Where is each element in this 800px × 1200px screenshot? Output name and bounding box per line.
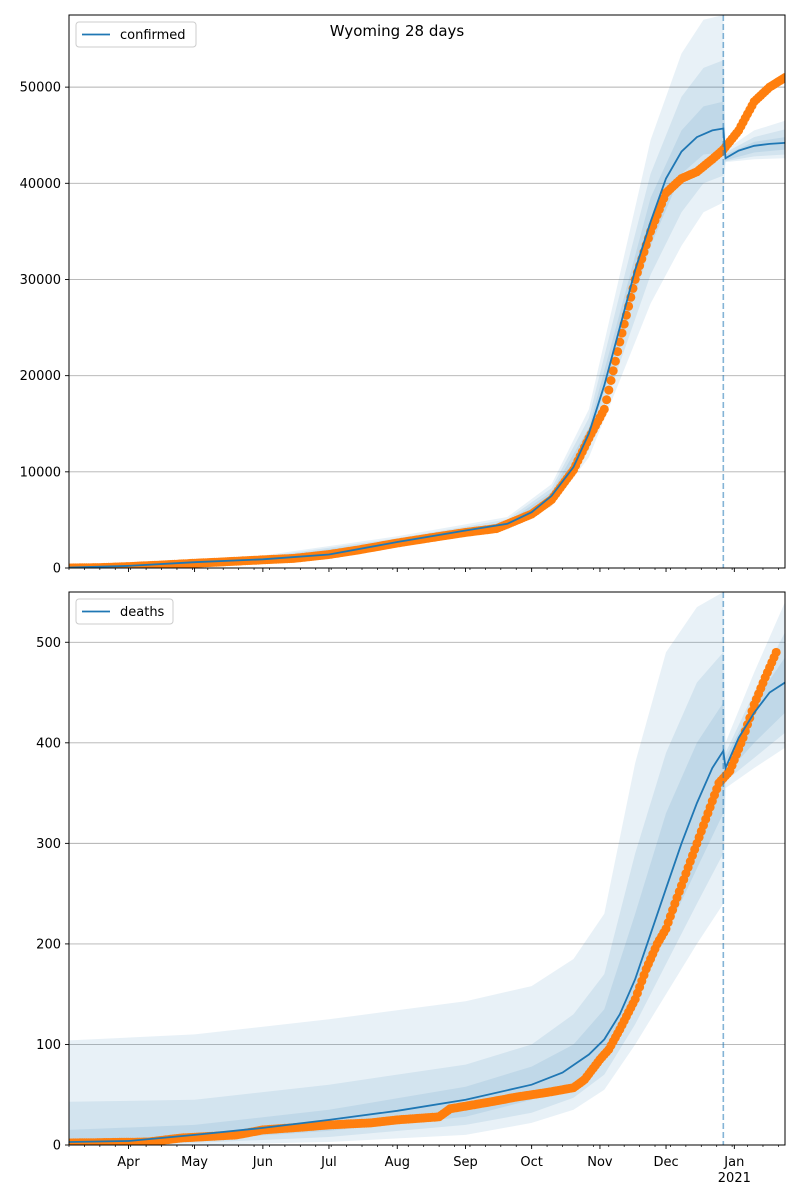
- observed-point: [615, 337, 625, 347]
- y-tick-label: 200: [36, 937, 61, 952]
- uncertainty-band-2: [69, 60, 785, 568]
- deaths-panel: 0 100 200 300 400 500 Apr May Jun Jul Aug Sep Oct Nov…: [36, 591, 786, 1186]
- observed-point: [771, 647, 781, 657]
- axes-frame: [68, 14, 786, 569]
- plot-area: [69, 15, 785, 568]
- x-tick-label: Nov: [587, 1155, 613, 1170]
- observed-point: [780, 73, 785, 83]
- y-tick-label: 400: [36, 736, 61, 751]
- x-tick-label: Oct: [520, 1155, 542, 1170]
- legend-box: [75, 598, 174, 625]
- y-tick-label: 30000: [20, 273, 61, 288]
- y-tick-label: 500: [36, 636, 61, 651]
- x-tick-label: May: [181, 1155, 208, 1170]
- observed-point: [610, 356, 620, 366]
- x-tick-label: Jun: [252, 1155, 273, 1170]
- axes-frame: [68, 591, 786, 1146]
- x-tick-year-label: 2021: [718, 1171, 751, 1186]
- model-line: [69, 127, 785, 568]
- observed-point: [608, 366, 618, 376]
- observed-point: [602, 395, 612, 405]
- legend: deaths: [75, 598, 174, 625]
- uncertainty-band-2: [69, 632, 785, 1145]
- observed-point: [613, 347, 623, 357]
- y-tick-label: 50000: [20, 81, 61, 96]
- figure-title: Wyoming 28 days: [330, 22, 465, 40]
- y-tick-label: 0: [53, 1139, 61, 1154]
- plot-area: [69, 592, 785, 1145]
- uncertainty-band-1: [69, 592, 785, 1145]
- y-tick-label: 20000: [20, 369, 61, 384]
- model-line: [69, 681, 785, 1143]
- y-tick-label: 300: [36, 837, 61, 852]
- y-tick-label: 100: [36, 1038, 61, 1053]
- uncertainty-band-3: [69, 657, 785, 1145]
- y-tick-label: 10000: [20, 465, 61, 480]
- y-tick-label: 0: [53, 562, 61, 577]
- y-tick-label: 40000: [20, 177, 61, 192]
- legend: confirmed: [75, 21, 197, 48]
- x-tick-label: Sep: [453, 1155, 478, 1170]
- observed-point: [599, 404, 609, 414]
- legend-label: deaths: [120, 605, 165, 620]
- observed-point: [606, 376, 616, 385]
- observed-point: [604, 385, 614, 395]
- x-tick-label: Dec: [653, 1155, 678, 1170]
- x-tick-label: Jan: [723, 1155, 744, 1170]
- observed-series: [69, 647, 781, 1145]
- legend-label: confirmed: [120, 28, 186, 43]
- legend-box: [75, 21, 197, 48]
- x-tick-label: Apr: [117, 1155, 140, 1170]
- uncertainty-band-3: [69, 101, 785, 568]
- x-tick-label: Aug: [385, 1155, 410, 1170]
- x-tick-label: Jul: [320, 1155, 337, 1170]
- uncertainty-band-1: [69, 15, 785, 568]
- confirmed-panel: 0 10000 20000 30000 40000 50000 confirmed: [20, 14, 786, 577]
